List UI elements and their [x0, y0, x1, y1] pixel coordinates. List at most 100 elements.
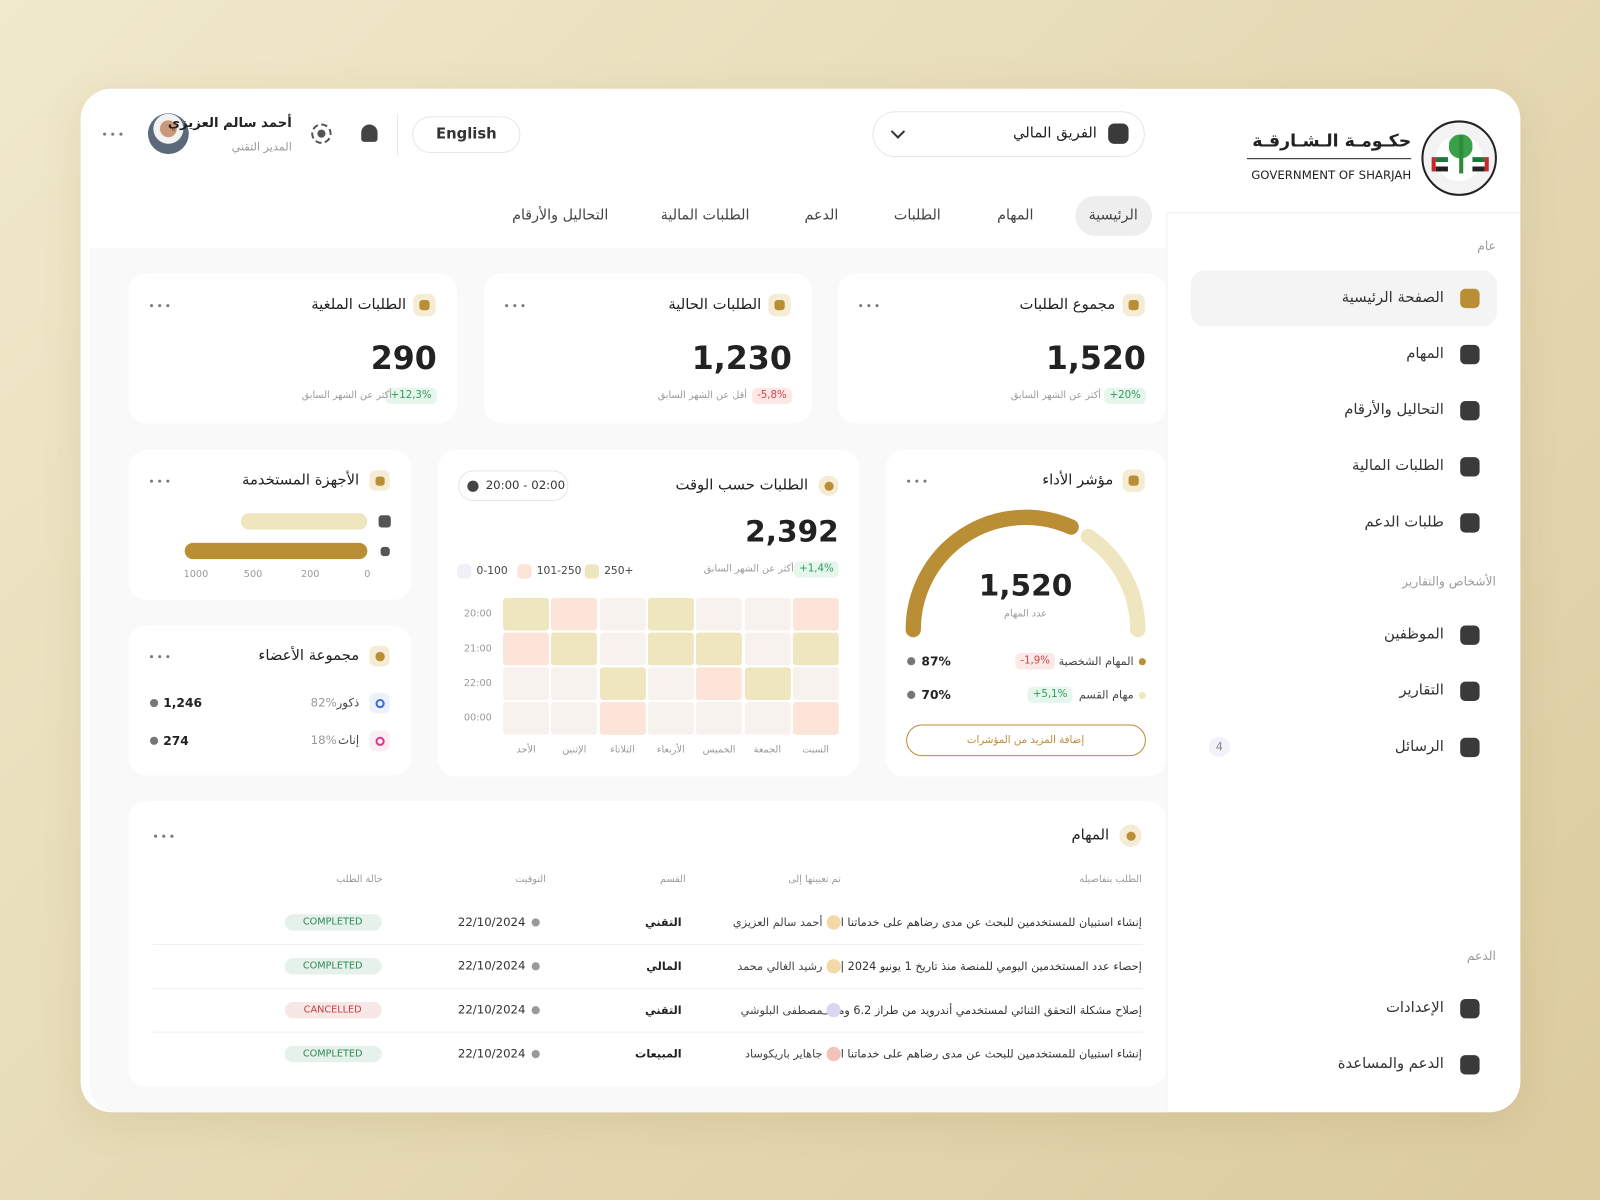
- card-icon-glyph: [1128, 475, 1139, 486]
- card-title: الطلبات حسب الوقت: [675, 477, 809, 494]
- legend-label: 101-250: [536, 565, 582, 578]
- emblem: [1421, 120, 1497, 196]
- stat-icon-glyph: [1128, 299, 1139, 311]
- nav-icon: [1459, 344, 1480, 364]
- table-header: حالة الطلب: [336, 873, 383, 885]
- device-tick-label: 200: [300, 568, 320, 580]
- tab[interactable]: الدعم: [804, 207, 839, 224]
- member-percent: 82%: [310, 695, 337, 710]
- nav-active-bg: [1190, 270, 1497, 327]
- nav-item-label: طلبات الدعم: [1364, 514, 1444, 531]
- clock-icon: [531, 1049, 540, 1059]
- heatmap-cell: [551, 702, 598, 735]
- nav-icon: [1459, 681, 1480, 701]
- nav-icon: [1459, 456, 1480, 477]
- row-divider: [153, 987, 1143, 989]
- stat-note: أكثر عن الشهر السابق: [1010, 390, 1102, 402]
- tab[interactable]: الطلبات المالية: [660, 207, 750, 224]
- nav-item-hit[interactable]: [1191, 719, 1497, 775]
- language-button[interactable]: [412, 116, 521, 154]
- dot: [162, 834, 166, 838]
- heatmap-cell: [551, 667, 598, 700]
- team-dropdown[interactable]: [872, 111, 1145, 158]
- assignee-avatar: [826, 915, 841, 930]
- nav-section-label: عام: [1477, 238, 1496, 254]
- more-button[interactable]: [905, 472, 929, 488]
- emblem-flag-right: [1472, 157, 1489, 172]
- nav-item-hit[interactable]: [1191, 663, 1497, 719]
- members-card: [128, 625, 412, 776]
- status-pill: [284, 1045, 382, 1063]
- device-icon: [378, 515, 391, 528]
- more-button[interactable]: [152, 828, 176, 844]
- nav-item-label: الموظفين: [1384, 626, 1444, 643]
- stat-icon-glyph: [774, 299, 785, 311]
- dot: [170, 834, 174, 838]
- nav-item-hit[interactable]: [1191, 607, 1497, 663]
- add-indicator-button[interactable]: [906, 724, 1146, 757]
- theme-toggle[interactable]: [311, 123, 332, 144]
- more-button[interactable]: [857, 297, 881, 313]
- brand-arabic: حكـومـة الـشـارقـة: [1252, 131, 1412, 152]
- table-header: تم تعيينها إلى: [788, 873, 841, 885]
- person-icon: [149, 736, 159, 745]
- heatmap-cell: [503, 667, 549, 700]
- nav-item-hit[interactable]: [1191, 327, 1497, 383]
- card-title: مؤشر الأداء: [1042, 472, 1114, 489]
- tab[interactable]: الرئيسية: [1088, 207, 1138, 224]
- device-icon: [380, 546, 390, 556]
- nav-item-hit[interactable]: [1191, 439, 1497, 495]
- row-divider: [153, 943, 1143, 945]
- nav-item-label: الصفحة الرئيسية: [1341, 289, 1444, 306]
- heatmap-cell: [647, 597, 694, 631]
- task-time: 22/10/2024: [457, 1046, 526, 1061]
- assignee-avatar: [826, 1003, 841, 1018]
- member-label: إناث: [338, 732, 360, 748]
- dot: [166, 304, 170, 308]
- clock-icon: [531, 1006, 540, 1015]
- clock-icon: [466, 480, 479, 492]
- dot: [513, 304, 517, 308]
- tab[interactable]: التحاليل والأرقام: [512, 207, 609, 224]
- team-name: الفريق المالي: [1012, 125, 1097, 142]
- nav-item-hit[interactable]: [1191, 981, 1497, 1037]
- nav-item-hit[interactable]: [1191, 495, 1497, 551]
- tab[interactable]: المهام: [997, 207, 1034, 224]
- more-button[interactable]: [148, 648, 172, 664]
- more-button[interactable]: [148, 297, 172, 313]
- bell-icon[interactable]: [361, 124, 378, 142]
- status-pill: [284, 1002, 382, 1019]
- nav-icon: [1459, 512, 1480, 533]
- heatmap-cell: [503, 632, 549, 666]
- avatar[interactable]: [147, 113, 189, 155]
- language-label: English: [435, 126, 497, 143]
- stat-value: 290: [370, 340, 437, 378]
- more-button[interactable]: [101, 126, 125, 142]
- change-badge: -5,8%: [752, 387, 792, 405]
- more-button[interactable]: [503, 297, 527, 313]
- perf-label: المهام الشخصية: [1058, 654, 1134, 668]
- heatmap-cell: [792, 667, 839, 700]
- dot: [859, 304, 863, 308]
- person-icon: [907, 690, 916, 699]
- tab[interactable]: الطلبات: [893, 207, 941, 224]
- task-status: COMPLETED: [302, 916, 363, 928]
- brand-rule: [1246, 158, 1412, 160]
- stat-title: الطلبات الحالية: [668, 296, 762, 314]
- more-button[interactable]: [148, 472, 172, 488]
- change-badge: +12,3%: [385, 387, 437, 405]
- change-badge: +1,4%: [794, 561, 839, 578]
- heatmap-cell: [647, 667, 694, 700]
- status-pill: [284, 958, 382, 975]
- task-text: إحصاء عدد المستخدمين اليومي للمنصة منذ ت…: [830, 959, 1142, 973]
- heatmap-cell: [792, 597, 839, 631]
- time-range-pill[interactable]: [458, 470, 569, 502]
- heatmap-row-label: 21:00: [463, 643, 492, 655]
- perf-percent: 87%: [921, 654, 951, 669]
- nav-item-label: التحاليل والأرقام: [1344, 401, 1444, 419]
- device-bar: [184, 542, 368, 560]
- device-tick-label: 0: [364, 568, 371, 580]
- dot: [158, 655, 162, 659]
- task-status: COMPLETED: [302, 1048, 363, 1060]
- nav-section-label: الأشخاص والتقارير: [1402, 574, 1496, 589]
